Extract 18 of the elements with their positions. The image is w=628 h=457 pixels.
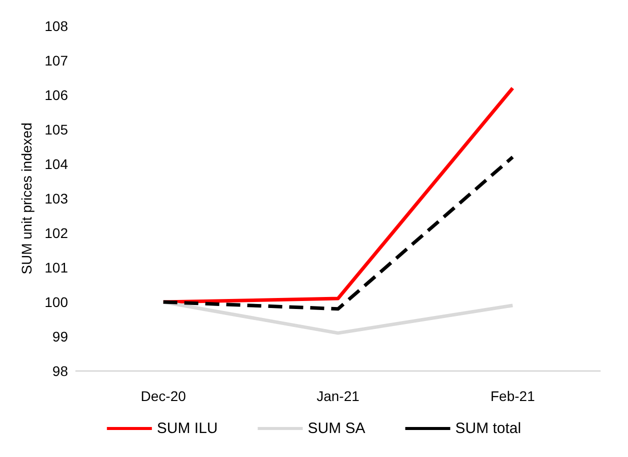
y-axis-title: SUM unit prices indexed: [18, 122, 35, 274]
legend-label: SUM ILU: [156, 420, 218, 437]
y-tick-label: 104: [44, 156, 68, 172]
legend-label: SUM SA: [308, 420, 366, 437]
y-tick-label: 99: [52, 328, 68, 344]
y-tick-label: 105: [44, 122, 68, 138]
y-tick-label: 106: [44, 87, 68, 103]
x-tick-label: Feb-21: [490, 388, 536, 404]
x-tick-label: Jan-21: [316, 388, 360, 404]
y-tick-label: 102: [44, 225, 68, 241]
legend-label: SUM total: [455, 420, 522, 437]
x-tick-label: Dec-20: [140, 388, 186, 404]
y-tick-label: 101: [44, 260, 68, 276]
y-tick-label: 100: [44, 294, 68, 310]
y-tick-label: 98: [52, 363, 68, 379]
y-tick-label: 103: [44, 190, 68, 206]
y-tick-label: 108: [44, 18, 68, 34]
y-tick-label: 107: [44, 52, 68, 68]
